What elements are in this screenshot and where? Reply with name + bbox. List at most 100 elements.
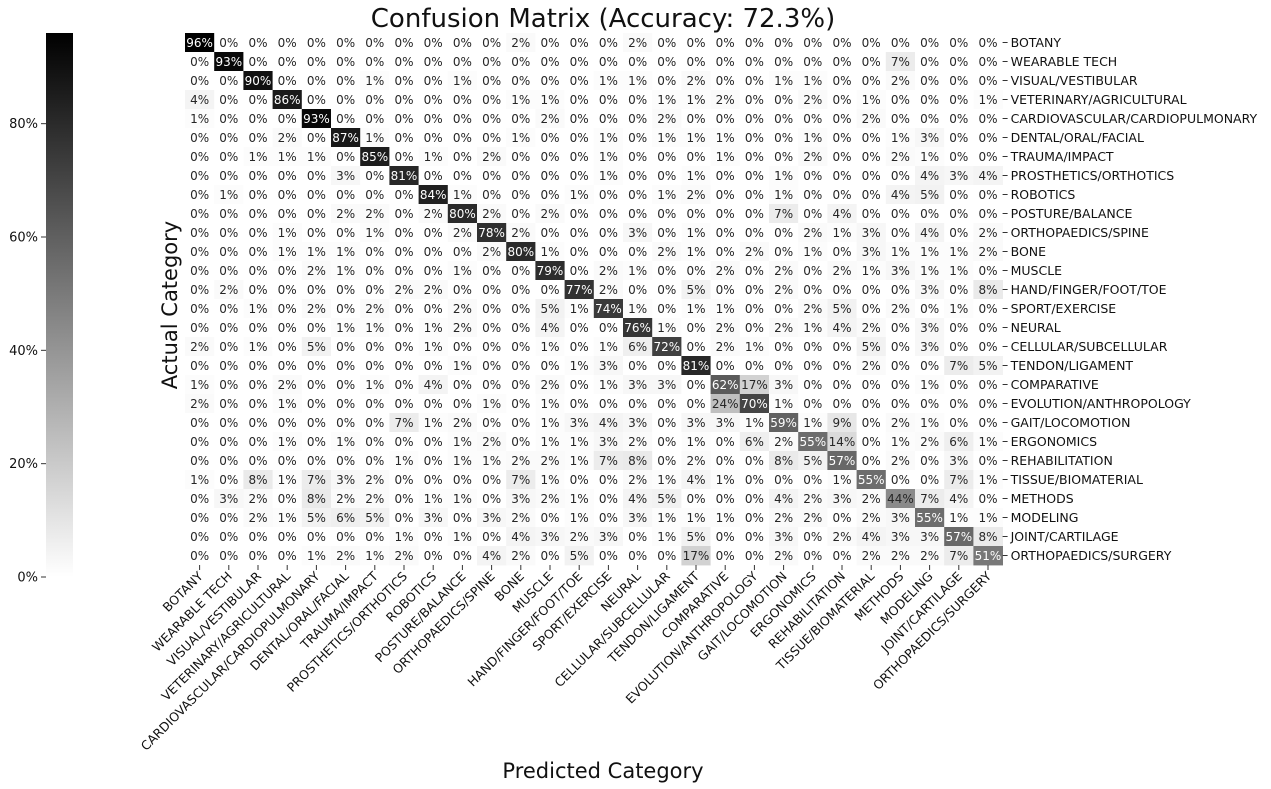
cell-value-label: 1% xyxy=(336,264,355,278)
cell-value-label: 2% xyxy=(891,454,910,468)
cell-value-label: 0% xyxy=(248,93,267,107)
heatmap-cell xyxy=(447,147,478,167)
heatmap-cell xyxy=(885,71,916,91)
heatmap-cell xyxy=(564,394,595,414)
heatmap-cell xyxy=(243,128,273,148)
cell-value-label: 0% xyxy=(540,283,559,297)
heatmap-cell xyxy=(915,52,945,72)
cell-value-label: 1% xyxy=(336,245,355,259)
cell-value-label: 0% xyxy=(394,74,413,88)
cell-value-label: 1% xyxy=(365,378,384,392)
cell-value-label: 0% xyxy=(424,302,443,316)
cell-value-label: 0% xyxy=(803,112,822,126)
heatmap-cell xyxy=(389,318,419,338)
cell-value-label: 0% xyxy=(219,549,238,563)
heatmap-cell xyxy=(272,242,303,262)
cell-value-label: 0% xyxy=(219,378,238,392)
cell-value-label: 0% xyxy=(219,397,238,411)
heatmap-cell xyxy=(769,261,799,281)
heatmap-cell xyxy=(739,90,770,110)
cell-value-label: 0% xyxy=(949,55,968,69)
heatmap-cell xyxy=(915,185,945,205)
heatmap-cell xyxy=(710,394,741,414)
cell-value-label: 0% xyxy=(278,55,297,69)
cell-value-label: 0% xyxy=(745,207,764,221)
cell-value-label: 0% xyxy=(803,530,822,544)
cell-value-label: 0% xyxy=(365,397,384,411)
cell-value-label: 0% xyxy=(307,188,326,202)
heatmap-cell xyxy=(506,147,536,167)
cell-value-label: 0% xyxy=(570,131,589,145)
heatmap-cell xyxy=(652,280,682,300)
cell-value-label: 0% xyxy=(803,549,822,563)
heatmap-cell xyxy=(243,261,273,281)
cell-value-label: 2% xyxy=(686,188,705,202)
heatmap-cell xyxy=(856,394,887,414)
cell-value-label: 57% xyxy=(829,454,856,468)
heatmap-cell xyxy=(185,318,215,338)
heatmap-cell xyxy=(593,337,624,357)
cell-value-label: 0% xyxy=(832,359,851,373)
cell-value-label: 0% xyxy=(745,530,764,544)
cell-value-label: 0% xyxy=(453,150,472,164)
cell-value-label: 0% xyxy=(978,188,997,202)
cell-value-label: 0% xyxy=(190,283,209,297)
cell-value-label: 8% xyxy=(978,283,997,297)
cell-value-label: 0% xyxy=(336,397,355,411)
cell-value-label: 1% xyxy=(424,321,443,335)
cell-value-label: 1% xyxy=(686,131,705,145)
cell-value-label: 0% xyxy=(248,55,267,69)
row-label: CELLULAR/SUBCELLULAR xyxy=(1011,339,1168,354)
cell-value-label: 0% xyxy=(278,340,297,354)
cell-value-label: 0% xyxy=(832,283,851,297)
cell-value-label: 1% xyxy=(307,150,326,164)
heatmap-cell xyxy=(331,394,361,414)
heatmap-cell xyxy=(885,33,916,53)
heatmap-cell xyxy=(973,261,1003,281)
cell-value-label: 0% xyxy=(482,55,501,69)
cell-value-label: 4% xyxy=(628,492,647,506)
cell-value-label: 3% xyxy=(891,264,910,278)
heatmap-cell xyxy=(331,52,361,72)
cell-value-label: 78% xyxy=(478,226,505,240)
cell-value-label: 0% xyxy=(190,264,209,278)
heatmap-cell xyxy=(185,223,215,243)
heatmap-cell xyxy=(564,166,595,186)
heatmap-cell xyxy=(272,261,303,281)
cell-value-label: 0% xyxy=(891,378,910,392)
cell-value-label: 0% xyxy=(365,340,384,354)
cell-value-label: 2% xyxy=(278,378,297,392)
cell-value-label: 2% xyxy=(862,359,881,373)
cell-value-label: 1% xyxy=(248,302,267,316)
cell-value-label: 0% xyxy=(920,397,939,411)
heatmap-cell xyxy=(360,280,390,300)
cell-value-label: 2% xyxy=(716,340,735,354)
cell-value-label: 93% xyxy=(303,112,330,126)
row-label: GAIT/LOCOMOTION xyxy=(1011,415,1131,430)
cell-value-label: 0% xyxy=(628,188,647,202)
cell-value-label: 0% xyxy=(628,150,647,164)
cell-value-label: 0% xyxy=(190,416,209,430)
cell-value-label: 0% xyxy=(278,74,297,88)
heatmap-cell xyxy=(739,242,770,262)
heatmap-cell xyxy=(506,299,536,319)
cell-value-label: 1% xyxy=(716,511,735,525)
cell-value-label: 0% xyxy=(657,74,676,88)
heatmap-cell xyxy=(944,166,974,186)
heatmap-cell xyxy=(944,242,974,262)
cell-value-label: 1% xyxy=(891,435,910,449)
cell-value-label: 1% xyxy=(686,93,705,107)
cell-value-label: 1% xyxy=(453,359,472,373)
cell-value-label: 0% xyxy=(745,321,764,335)
cell-value-label: 8% xyxy=(307,492,326,506)
heatmap-cell xyxy=(710,147,741,167)
cell-value-label: 0% xyxy=(570,207,589,221)
heatmap-cell xyxy=(418,242,449,262)
cell-value-label: 0% xyxy=(540,131,559,145)
heatmap-cell xyxy=(360,204,390,224)
heatmap-cell xyxy=(798,223,828,243)
colorbar-tick-label: 80% xyxy=(9,117,38,132)
cell-value-label: 0% xyxy=(716,112,735,126)
heatmap-cell xyxy=(885,318,916,338)
